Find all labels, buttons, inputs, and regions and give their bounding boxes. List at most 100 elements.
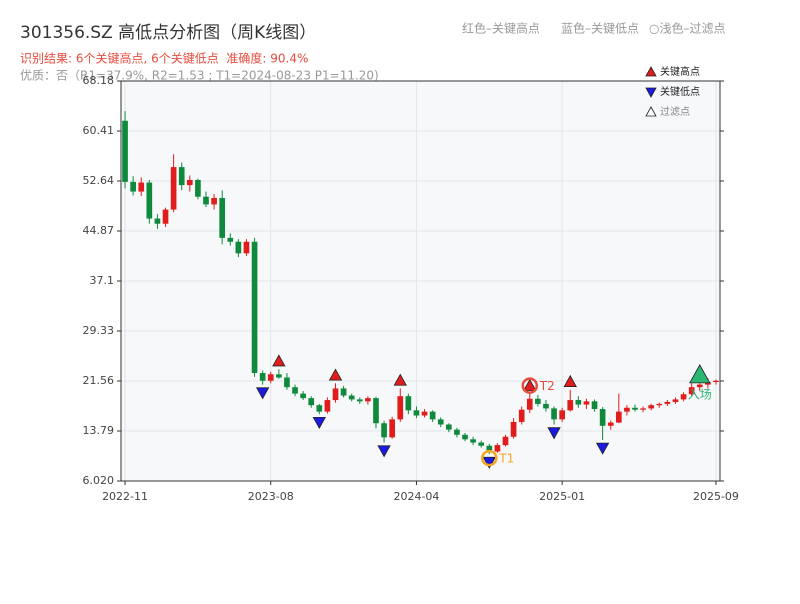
- legend-marker: [645, 106, 657, 117]
- candle-body: [276, 374, 282, 378]
- y-tick-label: 29.33: [83, 324, 115, 337]
- candle-body: [543, 403, 549, 409]
- candle-body: [713, 380, 719, 383]
- candle-body: [203, 196, 209, 205]
- candle-body: [356, 399, 363, 402]
- x-tick-label: 2022-11: [102, 490, 148, 503]
- candle-body: [454, 429, 460, 435]
- plot-frame: [120, 80, 721, 482]
- candle-body: [195, 179, 201, 197]
- candle-body: [664, 401, 671, 404]
- candle-body: [146, 182, 153, 219]
- candle-body: [624, 407, 630, 412]
- candle-body: [688, 387, 695, 395]
- candle-body: [259, 373, 266, 381]
- candle-body: [138, 182, 145, 192]
- candle-body: [300, 393, 306, 399]
- key-low-marker: [547, 427, 561, 440]
- x-tick-label: 2025-09: [693, 490, 739, 503]
- subtitle: 识别结果: 6个关键高点, 6个关键低点 准确度: 90.4%: [20, 51, 308, 66]
- x-tick-label: 2024-04: [393, 490, 439, 503]
- target-label: T2: [539, 379, 555, 393]
- candle-body: [292, 387, 298, 394]
- legend-marker: [645, 66, 657, 77]
- candle-body: [389, 419, 396, 438]
- candle-body: [551, 408, 557, 420]
- key-low-marker: [595, 442, 610, 455]
- target-label: T1: [498, 452, 514, 466]
- candle-body: [656, 403, 663, 406]
- candle-body: [607, 422, 614, 426]
- candle-body: [478, 442, 485, 446]
- candle-body: [211, 197, 217, 205]
- candle-body: [130, 181, 136, 192]
- y-tick-label: 52.64: [83, 174, 115, 187]
- candle-body: [567, 400, 574, 411]
- candle-body: [526, 398, 533, 410]
- candle-body: [429, 411, 436, 420]
- candle-body: [696, 384, 703, 388]
- candle-body: [178, 167, 185, 186]
- candle-body: [535, 398, 541, 404]
- candle-body: [591, 401, 598, 410]
- candle-body: [397, 396, 404, 420]
- candle-body: [510, 421, 517, 437]
- candle-body: [705, 382, 711, 385]
- candle-body: [413, 410, 420, 416]
- candle-body: [308, 398, 315, 406]
- candle-body: [680, 394, 687, 400]
- candle-body: [219, 197, 226, 238]
- candle-body: [632, 407, 638, 410]
- y-tick-label: 13.79: [83, 424, 115, 437]
- candle-body: [559, 410, 565, 420]
- candle-body: [170, 167, 177, 210]
- top-legend: 蓝色–关键低点: [561, 22, 639, 36]
- candle-body: [348, 395, 355, 400]
- key-low-marker: [377, 445, 391, 458]
- candle-body: [373, 398, 379, 424]
- candle-body: [162, 209, 169, 224]
- candle-body: [235, 241, 242, 254]
- x-tick-label: 2025-01: [539, 490, 585, 503]
- candle-body: [243, 241, 250, 254]
- candle-body: [445, 424, 452, 430]
- entry-marker: [689, 364, 711, 384]
- candle-body: [672, 399, 679, 402]
- candle-body: [324, 400, 331, 412]
- key-low-marker: [255, 387, 270, 400]
- y-tick-label: 44.87: [83, 224, 115, 237]
- top-legend: 红色–关键高点: [462, 21, 540, 36]
- candle-body: [405, 396, 412, 411]
- candle-body: [640, 408, 646, 410]
- candle-body: [122, 120, 128, 182]
- candle-body: [316, 405, 323, 412]
- key-high-marker: [563, 374, 577, 387]
- candle-body: [486, 445, 493, 452]
- candle-body: [284, 377, 290, 388]
- candle-body: [494, 445, 501, 452]
- key-high-marker: [328, 368, 343, 381]
- key-high-marker: [523, 378, 537, 391]
- candle-body: [340, 388, 347, 396]
- key-high-marker: [272, 354, 286, 367]
- candle-body: [227, 237, 234, 242]
- candle-body: [421, 411, 428, 416]
- x-tick-label: 2023-08: [248, 490, 294, 503]
- candle-body: [267, 374, 274, 381]
- key-low-marker: [482, 456, 496, 469]
- candle-body: [462, 434, 468, 440]
- candle-body: [518, 409, 525, 422]
- legend-label: 关键低点: [660, 85, 700, 98]
- candle-body: [615, 411, 622, 423]
- y-tick-label: 68.18: [83, 74, 115, 87]
- candle-body: [599, 409, 606, 426]
- candle-body: [381, 423, 387, 438]
- candle-body: [470, 439, 476, 443]
- y-tick-label: 37.1: [90, 274, 115, 287]
- candle-body: [365, 398, 371, 402]
- top-legend: ○浅色–过滤点: [649, 22, 725, 36]
- candle-body: [186, 179, 193, 186]
- key-low-marker: [312, 417, 326, 430]
- legend-label: 过滤点: [660, 105, 690, 118]
